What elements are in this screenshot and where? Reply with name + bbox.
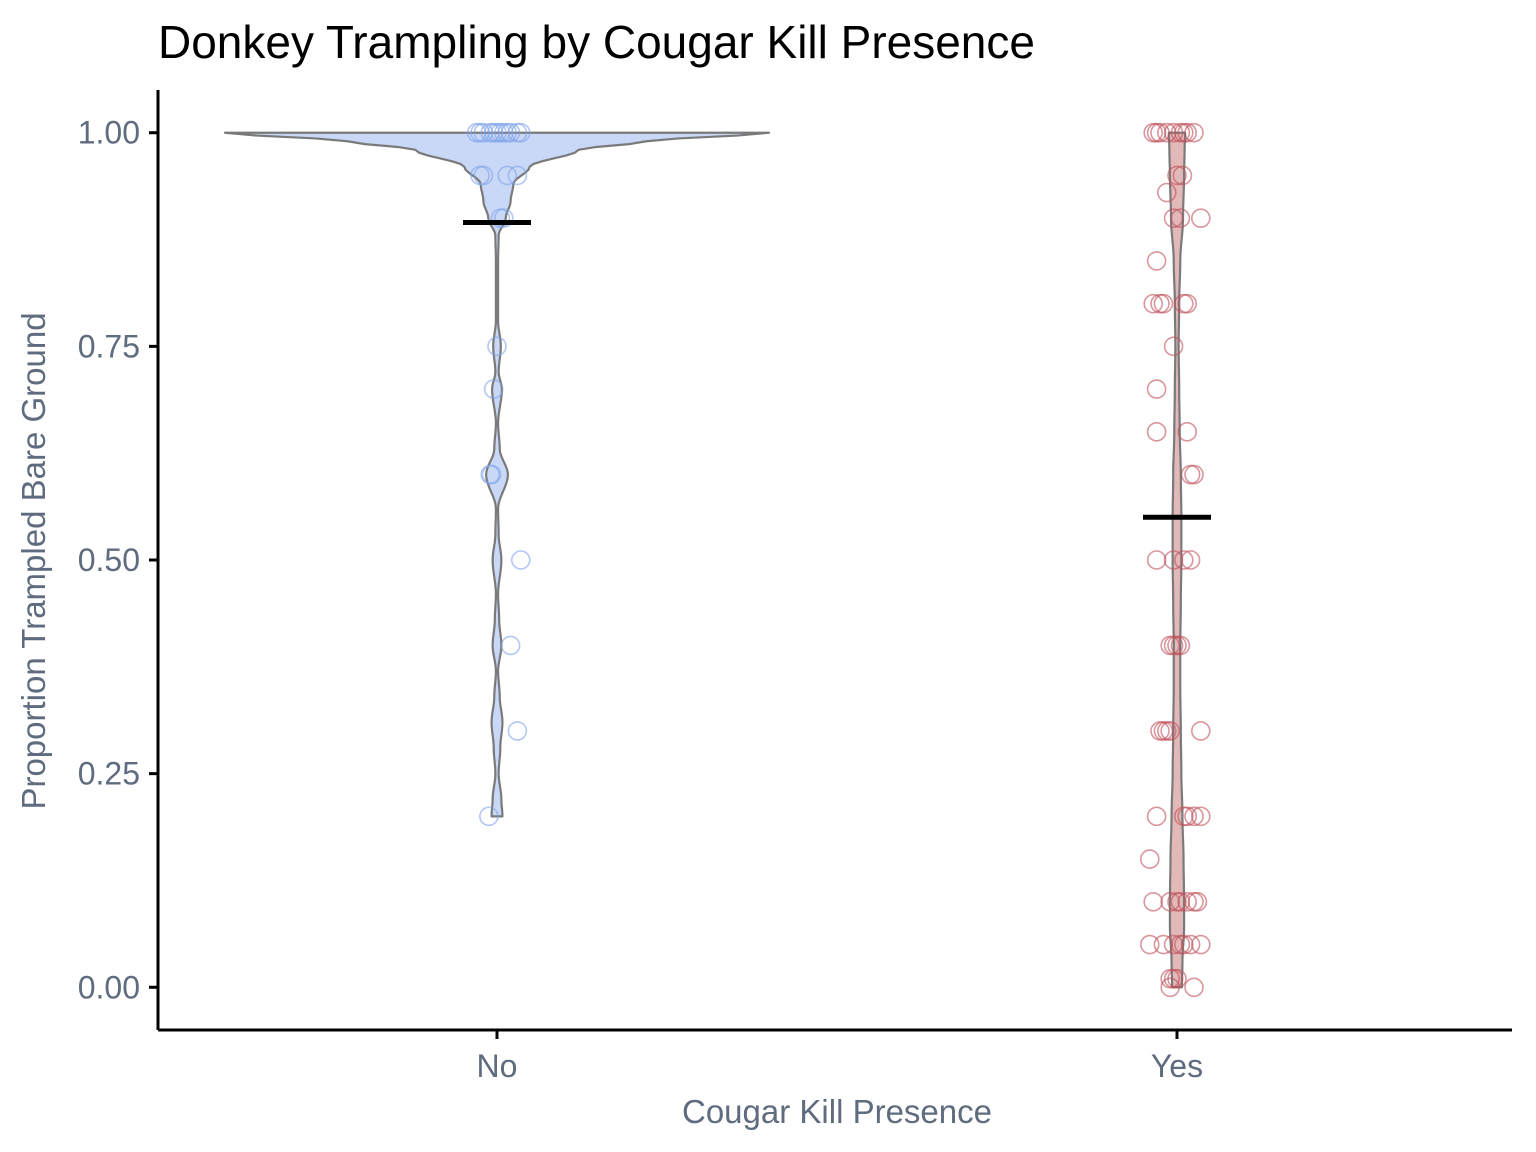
data-point [483, 379, 504, 399]
data-point [1163, 122, 1184, 143]
data-point [1180, 934, 1201, 955]
data-point [479, 806, 499, 827]
data-point [1163, 550, 1184, 570]
data-point [1191, 721, 1211, 741]
data-point [481, 464, 502, 485]
data-point [1170, 208, 1191, 228]
data-point [1163, 336, 1184, 357]
y-axis-title: Proportion Trampled Bare Ground [15, 312, 52, 809]
data-point [1172, 165, 1193, 186]
data-point [1170, 635, 1191, 656]
data-point [1160, 892, 1180, 912]
data-point [507, 721, 528, 741]
data-point [1146, 550, 1167, 570]
data-point [1146, 379, 1167, 399]
data-point [497, 165, 518, 186]
data-point [1157, 182, 1177, 203]
data-point [1174, 934, 1194, 955]
data-point [1160, 977, 1180, 998]
data-point [1170, 892, 1191, 912]
data-point [470, 122, 490, 143]
data-point [1174, 550, 1194, 570]
data-point [1177, 293, 1197, 314]
data-point [1157, 122, 1177, 143]
data-point [1160, 721, 1180, 741]
data-point [507, 165, 528, 186]
data-point [1167, 165, 1187, 186]
data-point [487, 336, 507, 357]
data-point [1153, 934, 1174, 955]
data-point [1163, 934, 1184, 955]
data-point [1143, 892, 1163, 912]
data-point [1180, 550, 1201, 570]
x-tick-label: No [477, 1048, 518, 1084]
data-point [1187, 892, 1208, 912]
y-tick-label: 1.00 [78, 115, 140, 151]
violin-no [223, 131, 771, 818]
data-point [1191, 806, 1211, 827]
data-point [1163, 208, 1184, 228]
data-point [1140, 934, 1160, 955]
chart-title: Donkey Trampling by Cougar Kill Presence [158, 16, 1035, 68]
y-tick-label: 0.25 [78, 756, 140, 792]
data-point [473, 165, 494, 186]
plot-area [223, 122, 1211, 998]
y-tick-label: 0.00 [78, 969, 140, 1005]
y-ticks: 0.00 0.25 0.50 0.75 1.00 [78, 115, 158, 1005]
data-point [1191, 208, 1211, 228]
data-point [1184, 122, 1204, 143]
data-point [1146, 806, 1167, 827]
y-tick-label: 0.50 [78, 542, 140, 578]
x-tick-label: Yes [1151, 1048, 1203, 1084]
data-point [497, 122, 518, 143]
data-point [1153, 293, 1174, 314]
data-point [1143, 293, 1163, 314]
data-point [1174, 122, 1194, 143]
data-point [483, 122, 504, 143]
x-axis-title: Cougar Kill Presence [682, 1093, 992, 1130]
data-point [1184, 464, 1204, 485]
data-point [500, 635, 521, 656]
data-point [1177, 422, 1197, 442]
data-point [1146, 251, 1167, 271]
data-point [1184, 806, 1204, 827]
data-point [1177, 892, 1197, 912]
data-point [510, 122, 531, 143]
data-point [1184, 977, 1204, 998]
data-point [1140, 849, 1160, 869]
data-point [490, 122, 511, 143]
data-point [510, 550, 531, 570]
data-point [1177, 806, 1197, 827]
x-ticks: No Yes [477, 1030, 1203, 1084]
data-point [1146, 422, 1167, 442]
data-point [493, 208, 514, 228]
data-point [1146, 122, 1167, 143]
data-point [1191, 934, 1211, 955]
y-tick-label: 0.75 [78, 328, 140, 364]
data-point [1150, 721, 1170, 741]
